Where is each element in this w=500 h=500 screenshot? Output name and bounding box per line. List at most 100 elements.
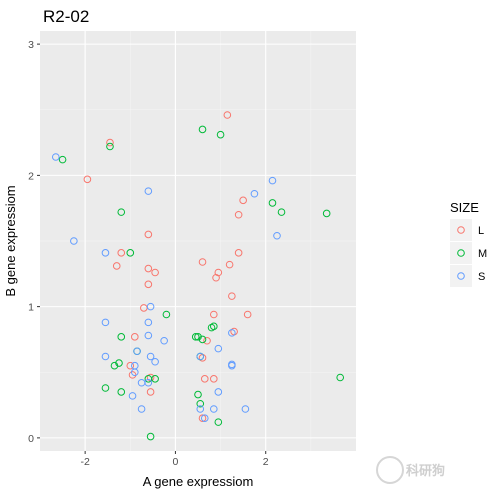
point-s xyxy=(146,302,155,311)
point-m xyxy=(336,373,345,382)
point-m xyxy=(101,384,110,392)
point-l xyxy=(128,371,137,379)
point-s xyxy=(151,357,159,366)
legend-key xyxy=(450,265,472,287)
legend-label: S xyxy=(478,271,485,283)
point-s xyxy=(214,344,223,353)
point-s xyxy=(146,352,155,361)
point-l xyxy=(228,292,236,300)
point-l xyxy=(239,196,247,205)
point-l xyxy=(198,414,207,422)
x-axis-title: A gene expressiom xyxy=(143,474,254,489)
y-axis-title: B gene expressiom xyxy=(3,185,18,296)
point-m xyxy=(117,208,126,216)
x-tick-label: -2 xyxy=(80,456,89,468)
point-l xyxy=(117,249,126,257)
point-s xyxy=(101,352,110,361)
y-tick-label: 2 xyxy=(28,170,34,182)
point-m xyxy=(322,209,331,218)
point-l xyxy=(212,273,220,282)
legend-title: SIZE xyxy=(450,200,479,215)
legend-label: M xyxy=(478,248,487,260)
point-s xyxy=(200,414,209,422)
point-l xyxy=(144,280,153,289)
point-s xyxy=(268,176,277,185)
point-l xyxy=(131,333,139,341)
point-l xyxy=(243,310,252,319)
point-s xyxy=(137,405,146,413)
point-l xyxy=(203,336,211,345)
point-l xyxy=(223,111,232,119)
point-m xyxy=(277,208,286,216)
point-m xyxy=(106,142,114,151)
point-s xyxy=(144,378,153,387)
legend-key xyxy=(450,242,472,264)
point-l xyxy=(151,268,159,277)
point-s xyxy=(196,352,205,361)
point-l xyxy=(144,230,153,239)
point-s xyxy=(241,405,250,413)
point-s xyxy=(273,231,281,240)
point-s xyxy=(101,249,110,257)
point-m xyxy=(146,432,155,441)
point-s xyxy=(228,361,236,370)
legend: SIZE LMS xyxy=(450,200,487,287)
point-s xyxy=(133,347,141,356)
point-m xyxy=(198,335,207,344)
point-s xyxy=(160,336,168,345)
data-points xyxy=(52,111,345,441)
point-m xyxy=(191,333,200,341)
point-m xyxy=(151,375,159,383)
point-l xyxy=(126,361,135,370)
point-m xyxy=(194,390,202,399)
watermark-logo: 科研狗 xyxy=(376,456,445,484)
point-m xyxy=(196,399,205,408)
point-m xyxy=(115,359,123,367)
point-m xyxy=(117,388,126,396)
axis-ticks: -2 0 2 0 1 2 3 xyxy=(28,39,269,468)
point-l xyxy=(210,375,218,383)
legend-label: L xyxy=(478,225,484,237)
point-m xyxy=(117,333,126,341)
y-tick-label: 1 xyxy=(28,302,34,314)
point-s xyxy=(131,368,139,377)
point-s xyxy=(210,405,218,413)
point-s xyxy=(70,237,78,245)
point-s xyxy=(196,405,205,413)
point-s xyxy=(101,318,110,327)
point-l xyxy=(234,210,243,219)
svg-text:科研狗: 科研狗 xyxy=(406,463,445,478)
point-s xyxy=(214,388,223,396)
point-m xyxy=(58,155,67,164)
chart-title: R2-02 xyxy=(43,7,89,26)
y-tick-label: 0 xyxy=(28,433,34,445)
point-s xyxy=(144,187,153,195)
point-s xyxy=(228,329,236,337)
point-l xyxy=(106,138,114,147)
grid-lines xyxy=(40,31,356,451)
point-m xyxy=(210,322,218,331)
point-l xyxy=(200,375,209,383)
point-s xyxy=(144,318,153,327)
point-s xyxy=(52,153,60,161)
point-s xyxy=(250,189,259,198)
legend-symbol xyxy=(457,272,465,280)
legend-symbol xyxy=(457,249,465,257)
point-m xyxy=(162,310,171,319)
x-tick-label: 2 xyxy=(263,456,269,468)
y-tick-label: 3 xyxy=(28,39,34,51)
point-m xyxy=(126,249,135,257)
point-l xyxy=(144,264,153,273)
point-l xyxy=(210,310,218,319)
legend-symbol xyxy=(457,226,465,234)
point-m xyxy=(110,361,119,370)
point-l xyxy=(146,388,155,396)
point-s xyxy=(144,331,153,340)
point-l xyxy=(225,260,234,269)
point-s xyxy=(128,392,137,400)
point-l xyxy=(198,258,207,266)
legend-key xyxy=(450,219,472,241)
point-l xyxy=(234,249,243,257)
point-m xyxy=(268,199,277,207)
